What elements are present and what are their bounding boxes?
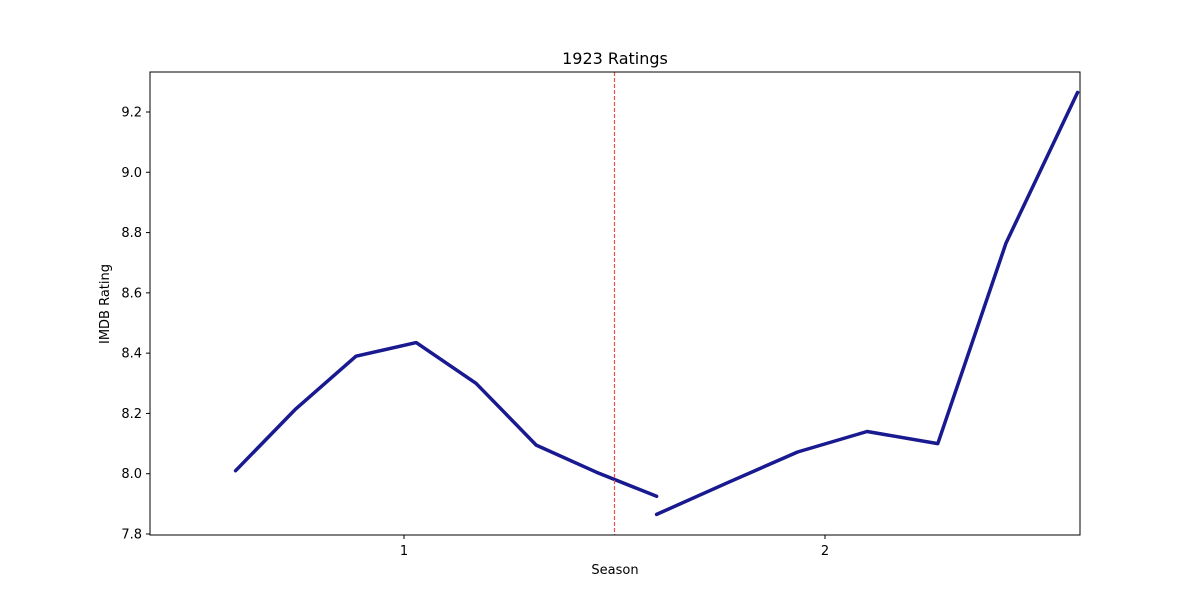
- y-tick-label: 8.8: [121, 226, 142, 241]
- y-tick-label: 8.4: [121, 347, 142, 362]
- y-tick-label: 7.8: [121, 528, 142, 543]
- y-tick-label: 8.2: [121, 407, 142, 422]
- series-line-1: [233, 340, 659, 499]
- chart-title: 1923 Ratings: [562, 49, 668, 68]
- x-tick-label: 1: [400, 544, 408, 559]
- y-tick-label: 8.6: [121, 286, 142, 301]
- series-line-2: [654, 90, 1080, 517]
- y-tick-label: 9.0: [121, 166, 142, 181]
- y-tick-label: 9.2: [121, 106, 142, 121]
- plot-frame: [149, 71, 1081, 536]
- y-tick-label: 8.0: [121, 467, 142, 482]
- plot-area: 7.8 8.0 8.2 8.4 8.6 8.8 9.0 9.2 1 2: [121, 71, 1081, 559]
- y-axis-label: IMDB Rating: [98, 264, 113, 344]
- x-axis-label: Season: [591, 563, 638, 578]
- x-tick-label: 2: [821, 544, 829, 559]
